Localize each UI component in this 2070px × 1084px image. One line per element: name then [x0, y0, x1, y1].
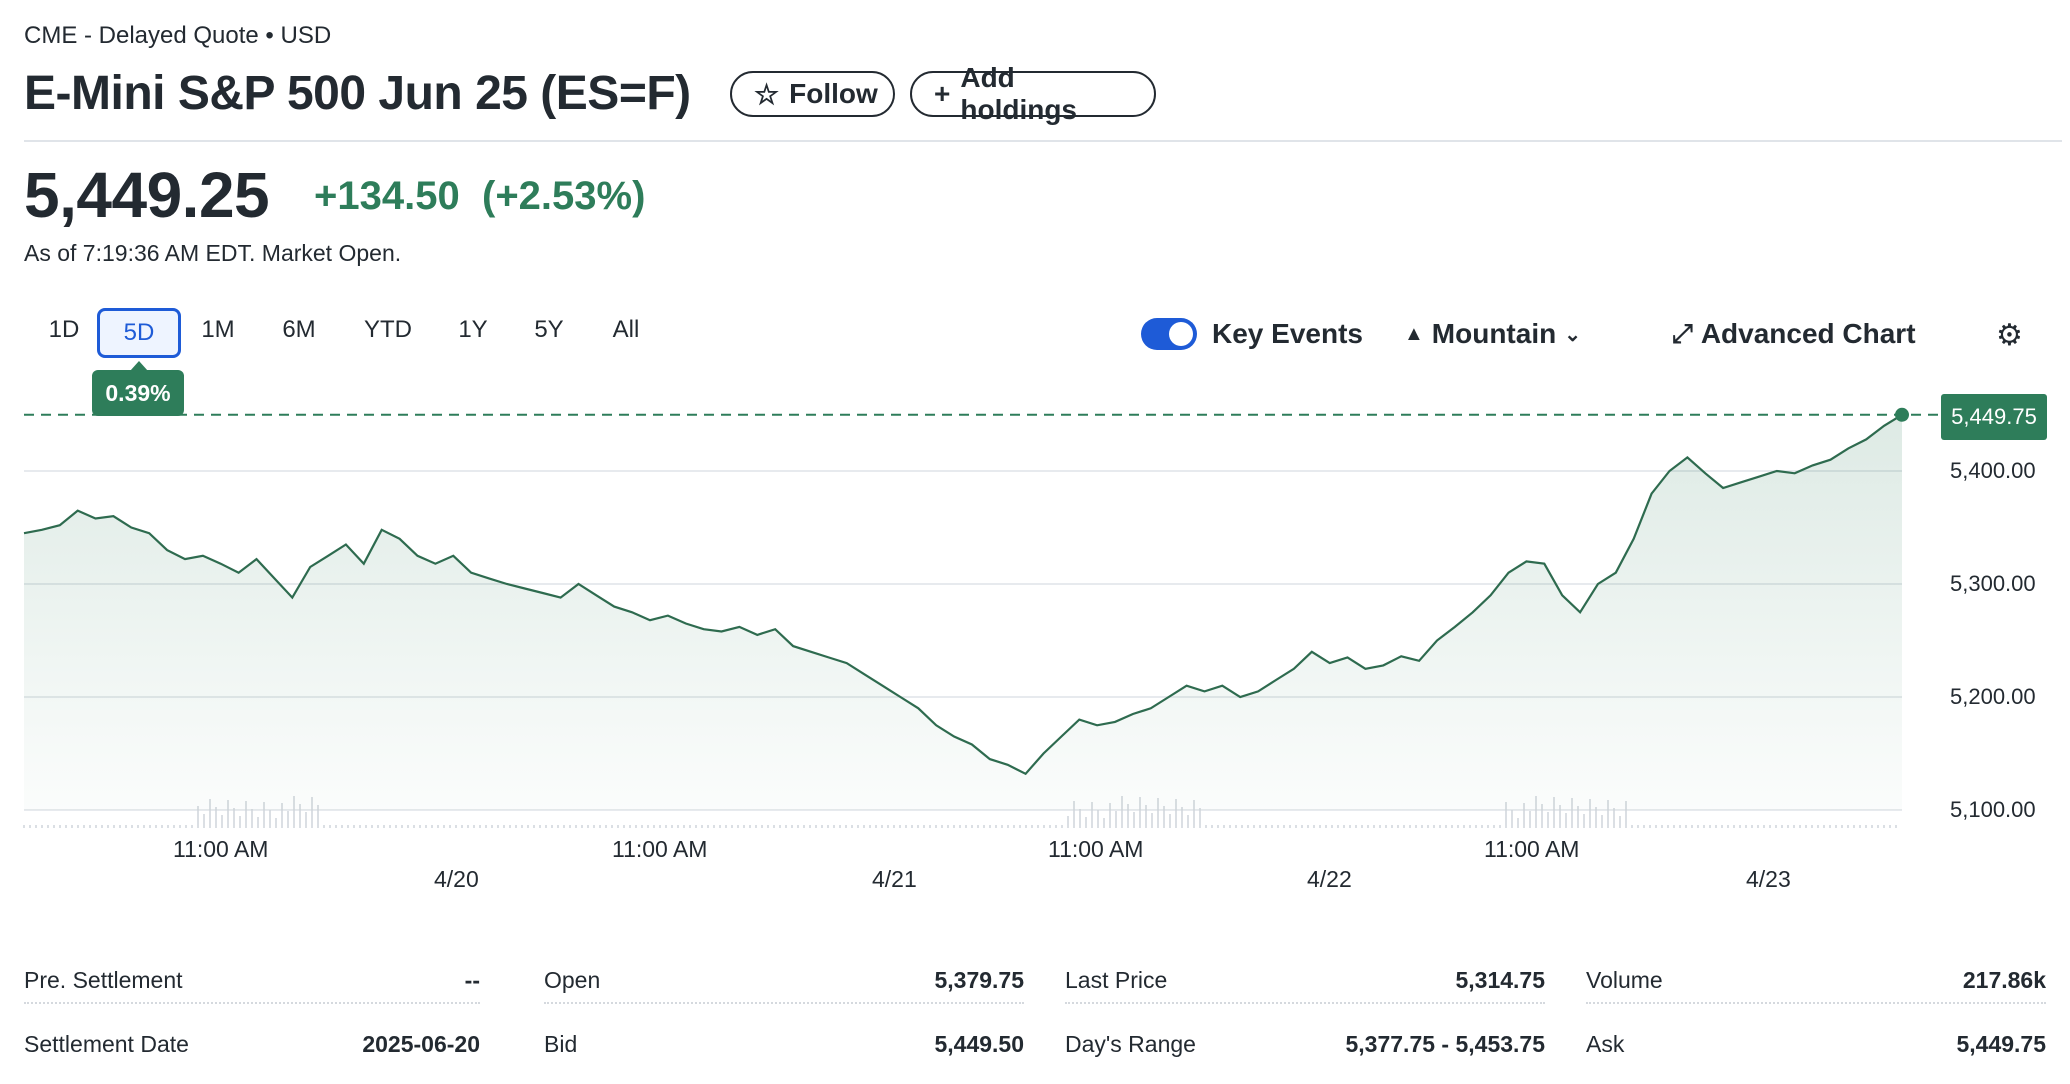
stat-label: Settlement Date	[24, 1031, 189, 1057]
expand-icon: ⤢	[1672, 318, 1693, 348]
y-tick-label: 5,400.00	[1950, 458, 2036, 483]
stat-label: Pre. Settlement	[24, 967, 183, 993]
stat-pre-settlement: Pre. Settlement --	[24, 967, 480, 1004]
x-time-label: 11:00 AM	[173, 836, 269, 862]
key-events-label: Key Events	[1212, 318, 1363, 349]
stat-value: 5,377.75 - 5,453.75	[1345, 1031, 1546, 1057]
key-events-toggle[interactable]	[1141, 318, 1197, 350]
chevron-down-icon: ⌄	[1564, 323, 1581, 346]
follow-button[interactable]: ☆ Follow	[730, 71, 895, 117]
chart-type-label: Mountain	[1431, 318, 1557, 349]
range-ytd[interactable]: YTD	[364, 316, 412, 343]
y-tick-label: 5,200.00	[1950, 684, 2036, 709]
stat-value: --	[464, 967, 480, 993]
x-date-label: 4/21	[872, 866, 917, 892]
stat-value: 217.86k	[1962, 967, 2046, 993]
star-icon: ☆	[754, 78, 780, 110]
stat-label: Last Price	[1065, 967, 1168, 993]
follow-label: Follow	[789, 78, 878, 109]
chart-type-dropdown[interactable]: ▲ Mountain ⌄	[1404, 318, 1581, 350]
current-price-dot	[1895, 407, 1909, 422]
stat-value: 5,314.75	[1455, 967, 1545, 993]
stat-settlement-date: Settlement Date 2025-06-20	[24, 1031, 480, 1066]
x-time-label: 11:00 AM	[612, 836, 708, 862]
stat-label: Open	[544, 967, 601, 993]
stat-last-price: Last Price 5,314.75	[1065, 967, 1545, 1004]
stat-value: 5,379.75	[934, 967, 1024, 993]
stat-bid: Bid 5,449.50	[544, 1031, 1024, 1066]
page-title: E-Mini S&P 500 Jun 25 (ES=F)	[24, 67, 691, 120]
x-date-label: 4/23	[1746, 866, 1791, 892]
x-date-label: 4/20	[434, 866, 479, 892]
range-1y[interactable]: 1Y	[458, 316, 488, 343]
stat-value: 5,449.50	[934, 1031, 1024, 1057]
mountain-icon: ▲	[1404, 322, 1424, 345]
price-area	[24, 414, 1902, 810]
advanced-chart-label: Advanced Chart	[1700, 318, 1916, 349]
x-time-label: 11:00 AM	[1048, 836, 1144, 862]
stat-label: Bid	[544, 1031, 578, 1057]
y-tick-label: 5,100.00	[1950, 797, 2036, 822]
x-date-label: 4/22	[1307, 866, 1352, 892]
gear-icon[interactable]: ⚙	[1996, 319, 2023, 352]
stat-open: Open 5,379.75	[544, 967, 1024, 1004]
stat-label: Volume	[1586, 967, 1663, 993]
price-change-percent: (+2.53%)	[482, 174, 646, 218]
stat-value: 5,449.75	[1956, 1031, 2046, 1057]
current-price-tag: 5,449.75	[1941, 394, 2047, 440]
range-all[interactable]: All	[612, 316, 640, 343]
exchange-line: CME - Delayed Quote • USD	[24, 22, 332, 49]
range-5d[interactable]: 5D	[97, 308, 181, 358]
range-1d[interactable]: 1D	[48, 316, 80, 343]
stat-value: 2025-06-20	[362, 1031, 480, 1057]
plus-icon: +	[934, 78, 951, 109]
x-time-label: 11:00 AM	[1484, 836, 1580, 862]
stat-volume: Volume 217.86k	[1586, 967, 2046, 1004]
header-divider	[24, 140, 2062, 142]
stat-label: Ask	[1586, 1031, 1625, 1057]
stat-days-range: Day's Range 5,377.75 - 5,453.75	[1065, 1031, 1545, 1066]
price-line	[23, 413, 1903, 776]
range-1m[interactable]: 1M	[201, 316, 235, 343]
range-5y[interactable]: 5Y	[534, 316, 564, 343]
range-tooltip: 0.39%	[92, 361, 184, 416]
stat-ask: Ask 5,449.75	[1586, 1031, 2046, 1066]
y-tick-label: 5,300.00	[1950, 571, 2036, 596]
as-of-time: As of 7:19:36 AM EDT. Market Open.	[24, 240, 402, 266]
add-holdings-button[interactable]: + Add holdings	[910, 62, 1156, 125]
add-holdings-label: Add holdings	[960, 62, 1078, 125]
stat-label: Day's Range	[1065, 1031, 1196, 1057]
price-change: +134.50	[314, 174, 460, 218]
advanced-chart-button[interactable]: ⤢ Advanced Chart	[1672, 318, 1916, 350]
range-6m[interactable]: 6M	[282, 316, 316, 343]
current-price: 5,449.25	[24, 159, 270, 231]
